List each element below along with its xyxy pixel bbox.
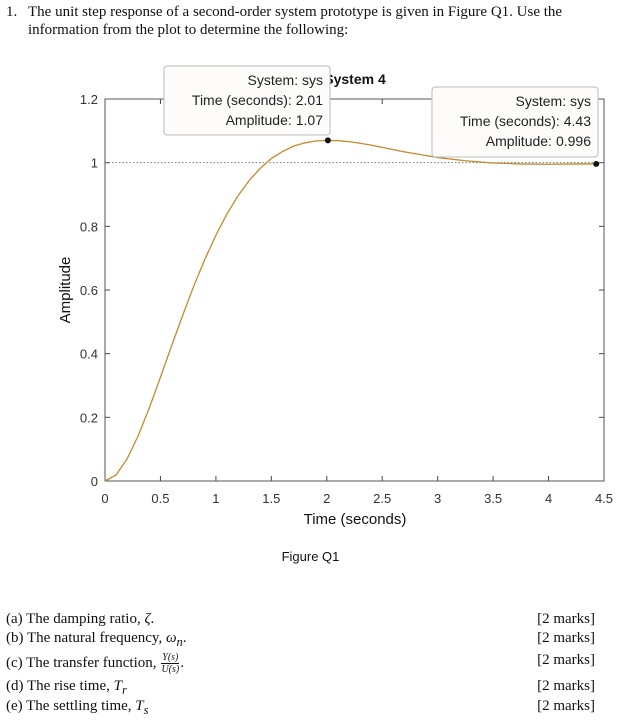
part-end: .	[182, 630, 187, 646]
fraction-numerator: Y(s)	[161, 652, 180, 664]
part: (b) The natural frequency, ωn.	[6, 630, 187, 650]
part-end: .	[150, 611, 155, 627]
part-text: The settling time,	[26, 698, 132, 714]
y-tick-label: 0.6	[80, 283, 98, 298]
datatip-x-value: 2.01	[296, 92, 323, 108]
y-tick-label: 1	[91, 156, 98, 171]
part-marks: [2 marks]	[537, 698, 595, 714]
y-tick-label: 0.4	[80, 347, 98, 362]
part-symbol: ζ	[144, 611, 151, 627]
question-text: The unit step response of a second-order…	[28, 4, 563, 38]
datatip-box	[163, 65, 331, 136]
datatip-y: Amplitude: 0.996	[486, 133, 591, 149]
datatip-x-value: 4.43	[564, 113, 591, 129]
response-line	[104, 139, 597, 482]
x-tick-label: 0	[101, 491, 108, 506]
x-tick-label: 2.5	[373, 491, 391, 506]
x-tick-label: 1.5	[262, 491, 280, 506]
datatip-y-label: Amplitude:	[486, 133, 552, 149]
datatip-system: System: sys	[248, 72, 323, 88]
datatip-y-value: 1.07	[296, 112, 323, 128]
datatip-x-label: Time (seconds):	[192, 92, 292, 108]
x-tick-label: 1	[212, 491, 219, 506]
x-tick-label: 4.5	[595, 491, 613, 506]
y-tick-label: 1.2	[80, 92, 98, 107]
datatip-y: Amplitude: 1.07	[226, 112, 324, 128]
datatip-y-label: Amplitude:	[226, 112, 292, 128]
x-tick-label: 3	[434, 491, 441, 506]
x-tick-label: 2	[323, 491, 330, 506]
chart-title: System 4	[324, 71, 386, 87]
part-label: (b)	[6, 630, 24, 646]
part-subscript: r	[121, 683, 127, 697]
datatip: System: sys Time (seconds): 4.43 Amplitude:…	[431, 86, 600, 167]
y-tick-label: 0.2	[80, 410, 98, 425]
part-subscript: n	[176, 635, 183, 649]
part-label: (e)	[6, 698, 23, 714]
part: (c) The transfer function, Y(s) U(s).	[6, 652, 184, 675]
part-end: .	[180, 654, 185, 671]
part: (e) The settling time, Ts	[6, 698, 149, 718]
part-marks: [2 marks]	[537, 652, 595, 668]
x-axis-label: Time (seconds)	[304, 511, 407, 528]
datatip-x-label: Time (seconds):	[460, 113, 560, 129]
part-marks: [2 marks]	[537, 630, 595, 646]
x-tick-label: 0.5	[151, 491, 169, 506]
x-tick-label: 4	[545, 491, 552, 506]
y-tick-label: 0	[91, 474, 98, 489]
x-tick-label: 3.5	[484, 491, 502, 506]
part-text: The natural frequency,	[26, 630, 163, 646]
part-symbol: T	[135, 698, 144, 714]
plot-frame	[104, 98, 605, 482]
datatip-x: Time (seconds): 4.43	[460, 113, 591, 129]
datatip-y-value: 0.996	[556, 133, 591, 149]
part: (a) The damping ratio, ζ.	[6, 611, 154, 628]
part-label: (c)	[6, 654, 23, 671]
datatip-box	[431, 86, 599, 158]
part-text: The transfer function,	[26, 654, 157, 671]
part-text: The damping ratio,	[26, 611, 141, 627]
datatip-marker	[324, 137, 331, 144]
fraction: Y(s) U(s)	[161, 652, 180, 675]
fraction-denominator: U(s)	[161, 664, 180, 675]
part: (d) The rise time, Tr	[6, 678, 127, 698]
figure-caption: Figure Q1	[281, 549, 340, 564]
chart: 0 0.5 1 1.5 2 2.5 3 3.5 4 4.5 0 0.2 0.4 0.6 0.8 1 1.2 Sys…	[57, 65, 613, 528]
part-subscript: s	[143, 703, 149, 717]
part-symbol: T	[113, 678, 122, 694]
part-symbol: ω	[165, 630, 177, 646]
part-marks: [2 marks]	[537, 611, 595, 627]
question-number: 1.	[6, 4, 18, 20]
part-text: The rise time,	[26, 678, 110, 694]
part-label: (a)	[6, 611, 23, 627]
part-marks: [2 marks]	[537, 678, 595, 694]
y-tick-label: 0.8	[80, 219, 98, 234]
part-label: (d)	[6, 678, 24, 694]
datatip-marker	[593, 160, 600, 167]
datatip-system: System: sys	[516, 93, 591, 109]
datatip-x: Time (seconds): 2.01	[192, 92, 323, 108]
y-axis-label: Amplitude	[57, 257, 74, 324]
